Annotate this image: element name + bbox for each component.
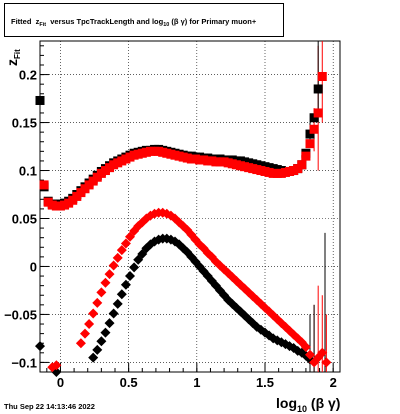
black-diamond-marker — [96, 336, 107, 347]
y-tick-label: −0.05 — [4, 307, 37, 322]
title-tail: (β γ) for Primary muon+ — [171, 17, 257, 26]
title-fitted: Fitted — [11, 17, 32, 26]
red-square-marker — [301, 151, 311, 161]
red-diamond-marker — [116, 245, 127, 256]
red-diamond-marker — [96, 287, 107, 298]
black-diamond-marker — [129, 262, 140, 273]
black-diamond-marker — [116, 289, 127, 300]
y-label-main: z — [4, 59, 20, 66]
y-tick-label: 0.15 — [12, 116, 37, 131]
red-diamond-marker — [321, 357, 332, 368]
y-tick-label: 0.2 — [19, 68, 37, 83]
x-axis-label: log10 (β γ) — [276, 395, 341, 414]
red-diamond-marker — [104, 269, 115, 280]
y-tick-label: −0.1 — [11, 355, 37, 370]
y-label-sub: Fit — [13, 49, 22, 59]
red-diamond-marker — [120, 238, 131, 249]
black-square-marker — [309, 113, 319, 123]
black-square-marker — [35, 95, 45, 105]
grid-lines — [40, 41, 340, 372]
red-diamond-marker — [108, 260, 119, 271]
plot-frame — [39, 40, 341, 373]
black-diamond-marker — [108, 308, 119, 319]
title-mid: versus TpcTrackLength and log — [50, 17, 164, 26]
chart-title: Fitted zFit versus TpcTrackLength and lo… — [11, 17, 257, 28]
red-diamond-marker — [317, 347, 328, 358]
data-markers — [35, 71, 332, 377]
black-diamond-marker — [35, 341, 45, 352]
red-diamond-marker — [112, 252, 123, 263]
title-z-sub: Fit — [39, 22, 47, 28]
x-tick-label: 1 — [193, 375, 200, 390]
black-square-marker — [305, 129, 315, 139]
x-label-tail: (β γ) — [310, 395, 341, 411]
y-axis-label: zFit — [4, 49, 22, 66]
black-diamond-marker — [120, 279, 131, 290]
red-diamond-marker — [51, 360, 62, 371]
black-square-marker — [313, 84, 323, 94]
red-square-marker — [297, 160, 307, 170]
x-tick-label: 1.5 — [256, 375, 274, 390]
black-diamond-marker — [125, 271, 135, 282]
red-square-marker — [317, 71, 327, 81]
red-diamond-marker — [300, 342, 311, 353]
red-diamond-marker — [84, 319, 95, 330]
red-diamond-marker — [75, 338, 86, 349]
y-tick-label: 0.1 — [19, 164, 37, 179]
red-diamond-marker — [80, 328, 90, 339]
title-box: Fitted zFit versus TpcTrackLength and lo… — [4, 3, 284, 37]
red-diamond-marker — [88, 308, 99, 319]
title-log-sub: 10 — [163, 22, 170, 28]
black-diamond-marker — [92, 344, 103, 355]
red-diamond-marker — [305, 349, 315, 360]
y-tick-label: 0.05 — [12, 211, 37, 226]
x-tick-label: 0.5 — [120, 375, 138, 390]
black-diamond-marker — [104, 318, 115, 329]
red-square-marker — [313, 108, 323, 118]
x-label-sub: 10 — [297, 404, 308, 414]
x-tick-label: 0 — [57, 375, 64, 390]
red-diamond-marker — [100, 277, 111, 288]
x-label-main: log — [276, 395, 297, 411]
red-square-marker — [305, 139, 315, 149]
axis-ticks: 0 0.5 1 1.5 2 −0.1 −0.05 0 0.05 0.1 0.15 0.2 — [4, 45, 337, 390]
title-z: z — [35, 17, 40, 26]
red-square-marker — [309, 124, 319, 134]
black-diamond-marker — [112, 298, 123, 309]
x-tick-label: 2 — [330, 375, 337, 390]
black-diamond-marker — [88, 352, 99, 363]
timestamp-footer: Thu Sep 22 14:13:46 2022 — [4, 402, 95, 411]
y-tick-label: 0 — [30, 259, 37, 274]
red-diamond-marker — [92, 297, 103, 308]
black-diamond-marker — [100, 327, 111, 338]
red-square-marker — [39, 180, 49, 190]
